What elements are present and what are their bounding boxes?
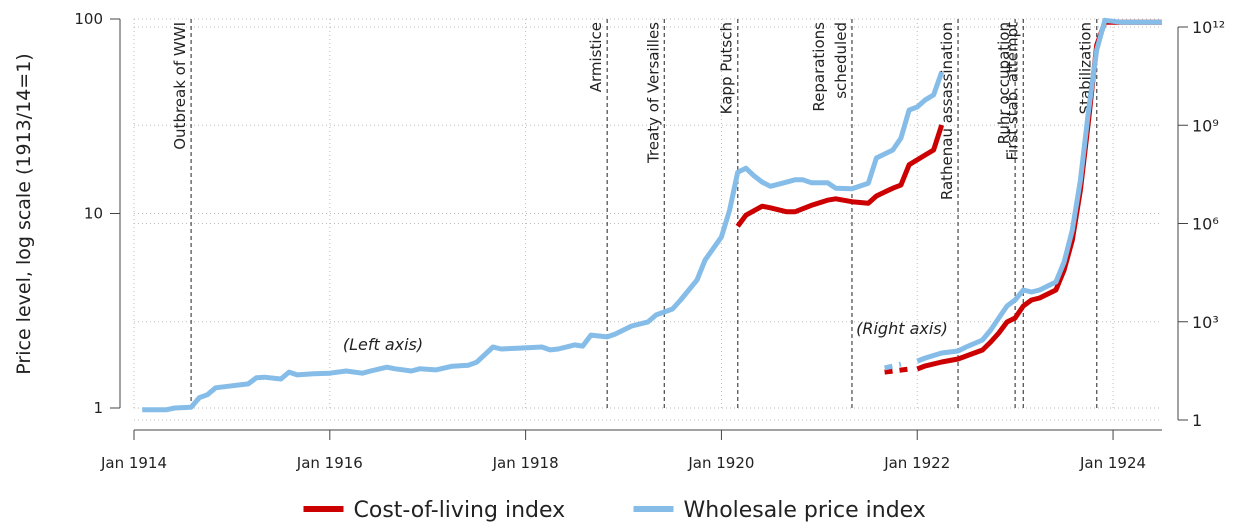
event-label: First stab. attempt [1003, 22, 1021, 161]
line-left-axis [735, 124, 945, 228]
event-label: Outbreak of WWI [171, 22, 189, 150]
line-right-axis [916, 17, 1162, 364]
event-label: Kapp Putsch [718, 22, 736, 114]
x-tick-label: Jan 1914 [100, 454, 167, 472]
annotation: (Left axis) [343, 335, 423, 354]
x-tick-label: Jan 1916 [296, 454, 363, 472]
x-tick-label: Jan 1924 [1079, 454, 1146, 472]
y2-tick-label: 10⁶ [1192, 215, 1219, 234]
line-right-axis-dashed [884, 366, 910, 375]
line-left-axis [142, 71, 945, 413]
y-axis-label: Price level, log scale (1913/14=1) [13, 53, 35, 374]
y-tick-label: 10 [84, 205, 103, 223]
y2-tick-label: 10⁹ [1192, 116, 1219, 135]
event-label: scheduled [832, 22, 850, 99]
event-label: Rathenau assassination [938, 22, 956, 200]
x-tick-label: Jan 1922 [883, 454, 950, 472]
event-label: Reparations [810, 22, 828, 112]
legend-label: Wholesale price index [684, 498, 926, 523]
event-label: Ruhr occupation [995, 22, 1013, 144]
annotation: (Right axis) [856, 319, 948, 338]
legend: Cost-of-living index Wholesale price inde… [303, 498, 926, 523]
event-label: Treaty of Versailles [644, 22, 662, 164]
line-right-axis-dashed [884, 361, 902, 371]
x-tick-label: Jan 1920 [687, 454, 754, 472]
y2-tick-label: 10³ [1192, 313, 1219, 332]
y2-tick-label: 1 [1192, 411, 1202, 430]
y2-tick-label: 10¹² [1192, 18, 1225, 37]
y-tick-label: 1 [93, 399, 103, 417]
x-tick-label: Jan 1918 [492, 454, 559, 472]
legend-label: Cost-of-living index [354, 498, 566, 523]
y-tick-label: 100 [74, 10, 103, 28]
event-label: Armistice [587, 22, 605, 92]
